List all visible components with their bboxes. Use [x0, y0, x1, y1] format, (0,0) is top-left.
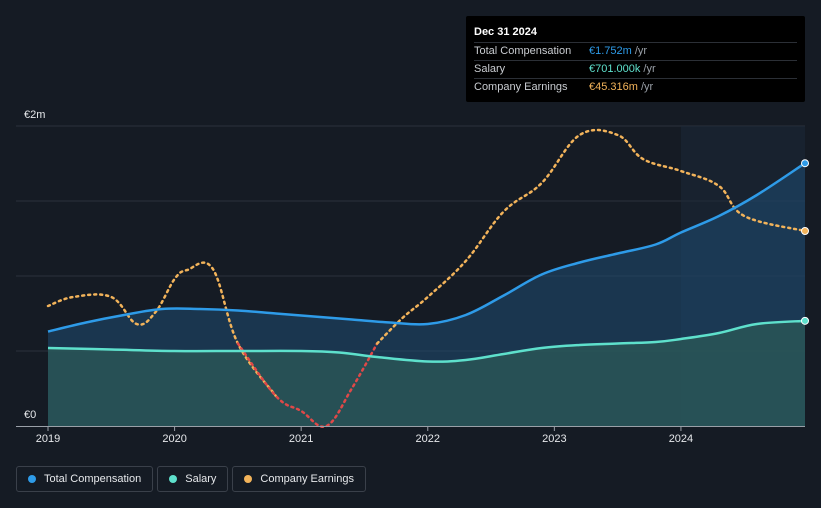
x-tick-label: 2022 — [416, 433, 440, 445]
tooltip-row-company-earnings: Company Earnings €45.316m /yr — [474, 78, 797, 96]
legend-label: Company Earnings — [260, 473, 354, 485]
tooltip-unit: /yr — [643, 63, 656, 75]
legend-dot-icon — [244, 475, 253, 483]
series-areas — [48, 163, 805, 426]
legend-label: Salary — [185, 473, 217, 485]
company-earnings-marker — [801, 227, 809, 235]
x-tick-label: 2021 — [289, 433, 313, 445]
tooltip-label: Total Compensation — [474, 45, 572, 57]
legend-dot-icon — [169, 475, 178, 483]
tooltip-date: Dec 31 2024 — [474, 26, 537, 38]
legend-item-company-earnings[interactable]: Company Earnings — [232, 466, 366, 492]
company-earnings-line — [375, 128, 807, 345]
tooltip-row-total-compensation: Total Compensation €1.752m /yr — [474, 42, 797, 60]
y-label-zero: €0 — [24, 409, 36, 421]
salary-marker — [801, 316, 809, 325]
legend: Total Compensation Salary Company Earnin… — [16, 466, 366, 492]
end-markers — [801, 159, 809, 325]
x-tick-label: 2020 — [162, 433, 186, 445]
tooltip-row-salary: Salary €701.000k /yr — [474, 60, 797, 78]
salary-area — [48, 320, 805, 426]
legend-item-salary[interactable]: Salary — [157, 466, 229, 492]
tooltip-label: Company Earnings — [474, 81, 568, 93]
tooltip-label: Salary — [474, 63, 506, 75]
legend-item-total-compensation[interactable]: Total Compensation — [16, 466, 154, 492]
company-earnings-line — [46, 261, 278, 398]
total-compensation-line — [47, 162, 806, 333]
tooltip-value: €45.316m — [589, 81, 638, 93]
chart-area: €2m €0 2019 2020 2021 2022 2023 2024 — [16, 109, 809, 445]
tooltip: Dec 31 2024 Total Compensation €1.752m /… — [466, 16, 805, 102]
series-lines — [46, 128, 807, 428]
total-compensation-marker — [801, 159, 809, 168]
y-label-max: €2m — [24, 109, 45, 121]
tooltip-unit: /yr — [640, 81, 654, 93]
x-tick-label: 2024 — [669, 433, 693, 445]
y-axis-labels: €2m €0 — [24, 109, 45, 421]
tooltip-unit: /yr — [634, 45, 648, 57]
x-axis-ticks: 2019 2020 2021 2022 2023 2024 — [36, 426, 693, 445]
tooltip-value: €1.752m — [589, 45, 632, 57]
salary-line — [47, 319, 806, 363]
legend-dot-icon — [28, 475, 36, 483]
company-earnings-line-negative — [236, 342, 379, 428]
legend-label: Total Compensation — [44, 473, 142, 485]
x-tick-label: 2023 — [542, 433, 566, 445]
tooltip-value: €701.000k — [589, 63, 641, 75]
x-tick-label: 2019 — [36, 433, 60, 445]
